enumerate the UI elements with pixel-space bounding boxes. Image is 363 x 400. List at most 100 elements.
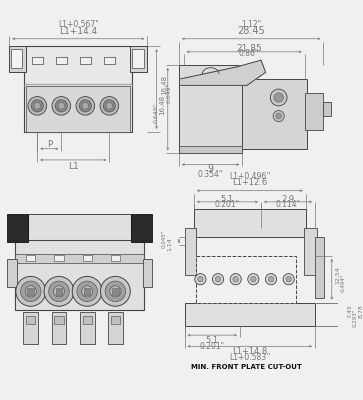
Circle shape (103, 100, 115, 112)
Bar (23, 312, 38, 344)
Circle shape (55, 100, 68, 112)
Text: 9: 9 (208, 164, 214, 174)
Text: L1+14.4: L1+14.4 (59, 27, 97, 36)
Text: 0.114": 0.114" (276, 200, 301, 209)
Text: 8.78: 8.78 (358, 304, 363, 318)
Circle shape (276, 113, 281, 119)
Bar (111, 255, 120, 260)
Text: 0.201": 0.201" (215, 200, 240, 209)
Circle shape (250, 276, 256, 282)
Circle shape (197, 276, 203, 282)
Text: L1+14.8: L1+14.8 (232, 348, 268, 356)
Circle shape (230, 274, 241, 285)
Bar (15, 240, 144, 310)
Bar (82, 255, 92, 260)
Bar (54, 316, 64, 324)
Bar (130, 46, 147, 72)
Text: 28.45: 28.45 (237, 26, 265, 36)
Circle shape (286, 276, 291, 282)
Bar (26, 316, 36, 324)
Bar (32, 58, 43, 64)
Text: 5.1: 5.1 (206, 336, 219, 345)
Bar (80, 312, 95, 344)
Text: 5.1: 5.1 (221, 194, 234, 204)
Bar (108, 312, 123, 344)
Text: 16.48: 16.48 (159, 95, 165, 116)
Bar (8, 214, 28, 242)
Text: L1+12.6: L1+12.6 (232, 178, 268, 187)
Bar (56, 288, 62, 294)
Bar (194, 209, 306, 237)
Bar (28, 214, 131, 240)
Text: 16.48: 16.48 (161, 75, 167, 96)
Bar (143, 259, 152, 287)
Bar (179, 65, 242, 154)
Text: 0.045": 0.045" (162, 230, 167, 248)
Circle shape (248, 274, 259, 285)
Bar (304, 228, 317, 274)
Text: P: P (47, 140, 52, 148)
Circle shape (100, 96, 119, 115)
Polygon shape (181, 60, 266, 85)
Circle shape (53, 286, 65, 297)
Bar (84, 288, 90, 294)
Bar (179, 146, 242, 154)
Bar (104, 58, 115, 64)
Text: 1.14: 1.14 (167, 237, 172, 251)
Bar (9, 46, 26, 72)
Bar (11, 49, 23, 68)
Circle shape (20, 281, 41, 302)
Text: 0.494": 0.494" (340, 274, 346, 292)
Circle shape (82, 286, 93, 297)
Text: MIN. FRONT PLATE CUT-OUT: MIN. FRONT PLATE CUT-OUT (191, 364, 302, 370)
Text: 0.86": 0.86" (238, 49, 259, 58)
Text: 0.649": 0.649" (154, 102, 159, 123)
Bar (24, 46, 132, 132)
Circle shape (274, 93, 283, 102)
Text: 21.85: 21.85 (236, 44, 262, 52)
Text: 0.201": 0.201" (200, 342, 225, 351)
Bar (8, 259, 17, 287)
Circle shape (268, 276, 274, 282)
Circle shape (16, 276, 46, 306)
Bar (80, 58, 91, 64)
Text: 2.9: 2.9 (281, 194, 294, 204)
Bar (82, 316, 92, 324)
Circle shape (58, 103, 65, 109)
Bar (26, 255, 36, 260)
Circle shape (106, 103, 113, 109)
Circle shape (31, 100, 43, 112)
Bar (54, 255, 64, 260)
Circle shape (72, 276, 102, 306)
Bar (242, 79, 307, 149)
Circle shape (270, 89, 287, 106)
Text: L1+0.567": L1+0.567" (58, 20, 99, 29)
Circle shape (52, 96, 71, 115)
Circle shape (110, 286, 121, 297)
Circle shape (212, 274, 224, 285)
Circle shape (101, 276, 130, 306)
Circle shape (82, 103, 89, 109)
Circle shape (105, 281, 126, 302)
Circle shape (283, 274, 294, 285)
Circle shape (195, 274, 206, 285)
Circle shape (44, 276, 74, 306)
Bar (323, 102, 331, 116)
Circle shape (215, 276, 221, 282)
Text: L1+0.583'': L1+0.583'' (229, 353, 270, 362)
Text: L1+0.496'': L1+0.496'' (229, 172, 270, 181)
Circle shape (273, 110, 284, 122)
Bar (184, 228, 196, 274)
Bar (26, 86, 130, 132)
Bar (184, 302, 315, 326)
Text: L1: L1 (68, 162, 79, 171)
Bar (132, 49, 143, 68)
Circle shape (25, 286, 36, 297)
Bar (111, 316, 120, 324)
Bar (196, 256, 296, 302)
Bar (112, 288, 119, 294)
Circle shape (76, 96, 95, 115)
Circle shape (265, 274, 277, 285)
Circle shape (34, 103, 41, 109)
Bar (131, 214, 152, 242)
